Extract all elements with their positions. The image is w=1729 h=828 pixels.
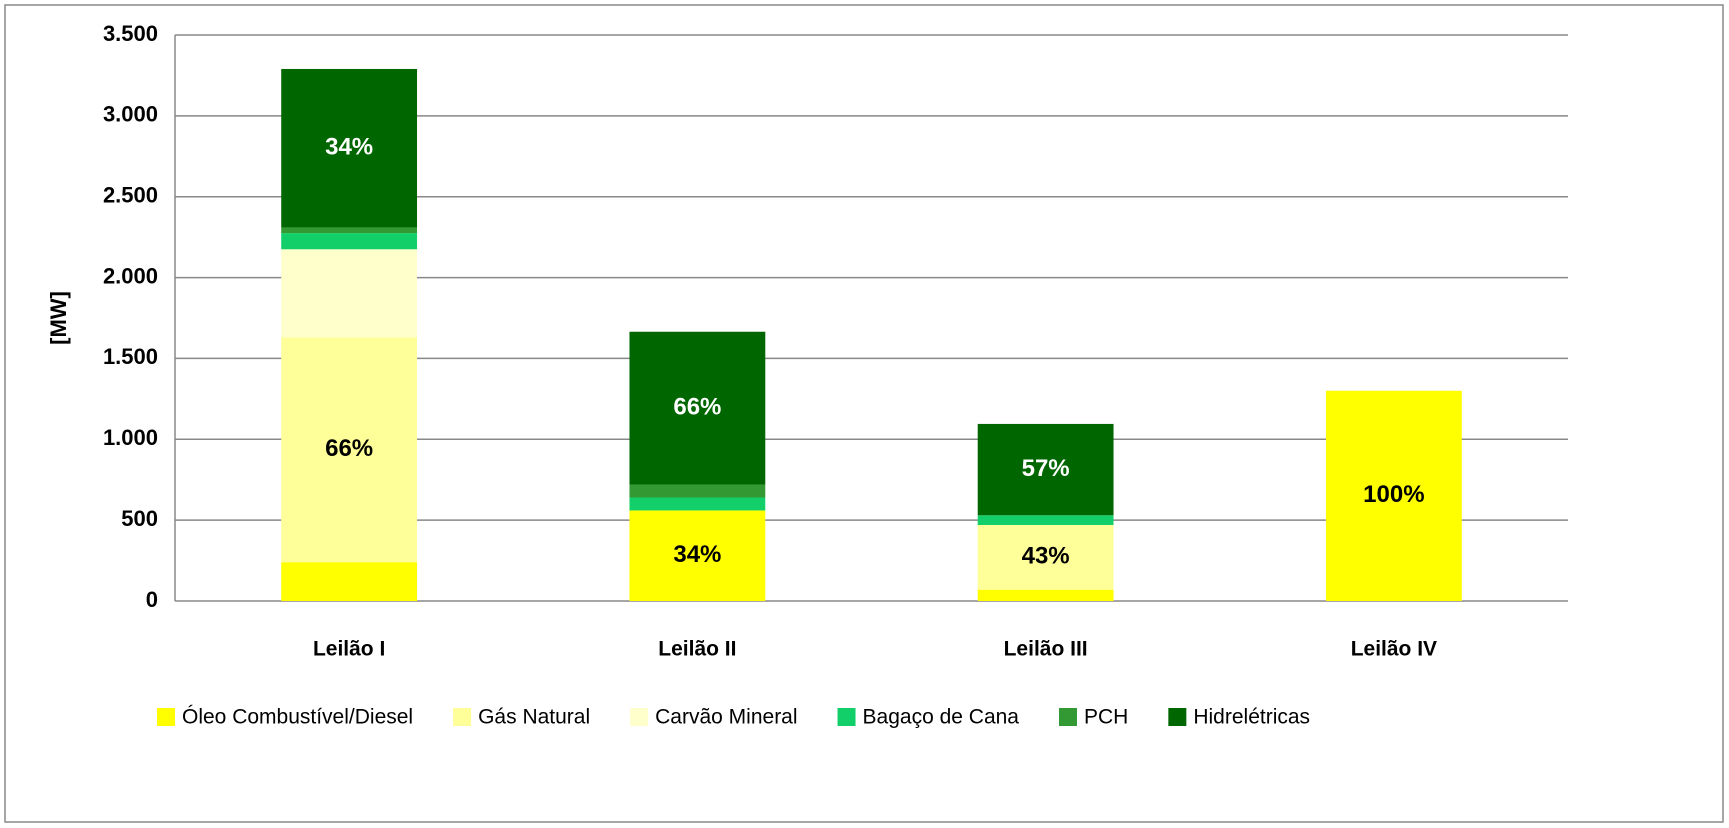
bar-segment: [281, 249, 418, 338]
legend-swatch: [630, 708, 649, 726]
bar-segment: [281, 227, 418, 234]
chart-border: [4, 4, 1724, 823]
bar-segment: [629, 510, 766, 601]
annotation: 34%: [325, 134, 373, 161]
y-tick-label: 0: [146, 587, 158, 612]
x-tick-label: Leilão IV: [1351, 638, 1437, 661]
bar-segment: [281, 562, 418, 601]
y-tick-label: 3.500: [103, 21, 158, 46]
x-tick-label: Leilão II: [658, 638, 736, 661]
annotation: 100%: [1363, 481, 1424, 508]
legend-swatch: [453, 708, 472, 726]
y-tick-label: 2.500: [103, 183, 158, 208]
bar-segment: [629, 484, 766, 498]
bar-segment: [281, 68, 418, 228]
annotation: 66%: [325, 435, 373, 462]
bar-segment: [629, 497, 766, 511]
bar-segment: [977, 515, 1114, 525]
annotation: 34%: [673, 541, 721, 568]
annotation: 43%: [1022, 543, 1070, 570]
legend-swatch: [837, 708, 856, 726]
y-axis-label: [MW]: [46, 291, 71, 345]
y-tick-label: 1.500: [103, 344, 158, 369]
y-tick-label: 3.000: [103, 102, 158, 127]
x-tick-label: Leilão III: [1004, 638, 1088, 661]
legend-label: Óleo Combustível/Diesel: [182, 706, 413, 729]
legend-label: Bagaço de Cana: [863, 706, 1020, 729]
legend-swatch: [1059, 708, 1077, 726]
y-tick-label: 1.000: [103, 425, 158, 450]
x-tick-label: Leilão I: [313, 638, 385, 661]
bar-segment: [977, 589, 1114, 601]
legend-label: Gás Natural: [478, 706, 590, 729]
bar-segment: [629, 331, 766, 485]
legend-label: Hidrelétricas: [1193, 706, 1310, 729]
bar-segment: [281, 233, 418, 250]
bar-segment: [281, 337, 418, 563]
annotation: 57%: [1022, 455, 1070, 482]
legend-label: Carvão Mineral: [655, 706, 797, 729]
legend-label: PCH: [1084, 706, 1128, 729]
y-tick-label: 2.000: [103, 263, 158, 288]
annotation: 66%: [673, 393, 721, 420]
bar-segment: [977, 423, 1114, 516]
bar-segment: [977, 524, 1114, 590]
legend-swatch: [1168, 708, 1187, 726]
y-tick-label: 500: [121, 506, 158, 531]
bar-segment: [1325, 390, 1462, 601]
legend-swatch: [157, 708, 175, 726]
